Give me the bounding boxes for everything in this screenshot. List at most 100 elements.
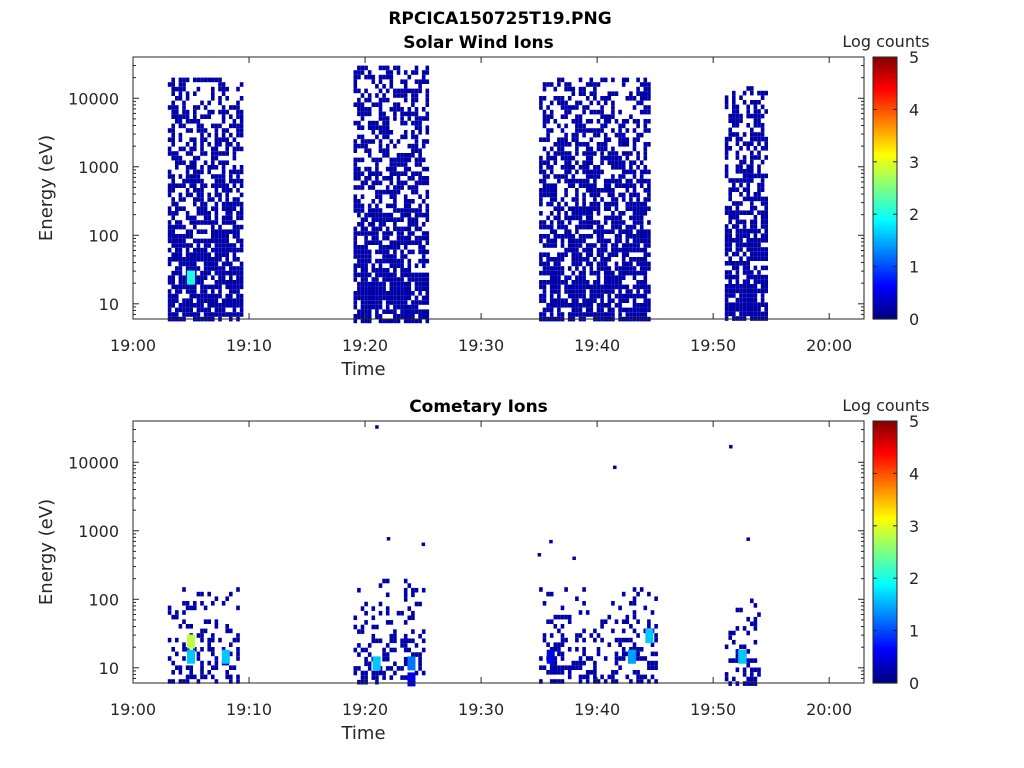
data-cell (621, 647, 626, 652)
data-cell (178, 224, 183, 230)
data-cell (647, 183, 651, 188)
data-cell (732, 104, 736, 110)
data-cell (203, 674, 208, 680)
data-cell (593, 679, 597, 684)
data-cell (421, 258, 426, 264)
colorbar-segment (873, 263, 897, 268)
data-cell (639, 270, 644, 276)
data-cell (367, 70, 372, 75)
data-cell (229, 220, 233, 225)
colorbar-segment (873, 515, 897, 519)
data-cell (229, 215, 233, 221)
data-cell (753, 242, 758, 248)
data-cell (567, 220, 572, 225)
colorbar-segment (873, 177, 897, 181)
data-cell (636, 656, 640, 661)
data-cell (636, 651, 640, 657)
data-cell (575, 289, 579, 294)
data-cell (200, 165, 204, 170)
data-cell (414, 318, 419, 324)
data-cell (589, 307, 594, 313)
data-cell (400, 675, 404, 680)
data-cell (760, 136, 765, 142)
data-cell (411, 102, 415, 107)
data-cell (193, 201, 197, 207)
data-cell (753, 224, 758, 229)
data-cell (371, 102, 376, 107)
data-cell (625, 238, 630, 244)
colorbar-segment (873, 447, 897, 451)
data-cell (585, 165, 590, 170)
data-cell (614, 183, 619, 188)
colorbar-segment (873, 117, 897, 121)
data-cell (553, 183, 558, 188)
data-cell (753, 288, 758, 294)
data-cell (211, 229, 215, 234)
data-cell (611, 298, 615, 303)
colorbar-segment (873, 93, 897, 97)
data-cell (578, 206, 583, 211)
data-cell (546, 215, 550, 221)
data-cell (757, 196, 761, 202)
x-tick-label: 19:40 (574, 700, 620, 719)
data-cell (589, 234, 594, 239)
data-cell (353, 194, 358, 199)
data-cell (411, 208, 415, 213)
data-cell (585, 224, 590, 230)
data-cell (225, 293, 229, 299)
data-cell (546, 642, 550, 647)
data-cell (614, 247, 619, 253)
data-cell (418, 633, 422, 639)
data-cell (167, 211, 172, 216)
data-cell (411, 314, 415, 319)
data-cell (218, 312, 222, 317)
data-cell (753, 293, 758, 298)
data-cell (375, 166, 379, 172)
data-cell (582, 132, 586, 138)
data-cell (739, 182, 743, 188)
data-cell (167, 307, 172, 313)
data-cell (557, 142, 561, 147)
data-cell (385, 134, 390, 140)
data-cell (193, 174, 197, 179)
data-cell (546, 261, 550, 267)
data-cell (389, 139, 394, 144)
colorbar-segment (873, 643, 897, 647)
data-cell (185, 211, 190, 216)
data-cell (735, 238, 740, 243)
data-cell (607, 119, 612, 124)
data-cell (232, 183, 237, 188)
data-cell (539, 105, 543, 110)
y-tick-label: 10 (99, 659, 119, 678)
data-cell (218, 280, 222, 285)
data-cell (557, 275, 561, 280)
data-cell (360, 249, 365, 255)
data-cell (425, 286, 430, 291)
data-cell (185, 114, 190, 119)
data-cell (393, 203, 397, 209)
data-cell (360, 295, 365, 301)
data-cell (632, 243, 637, 248)
data-cell (757, 182, 761, 188)
data-cell (175, 247, 179, 253)
data-cell (182, 303, 186, 308)
data-cell (389, 300, 394, 305)
data-cell (171, 197, 175, 202)
data-cell (382, 65, 386, 71)
data-cell (236, 656, 240, 661)
data-cell (654, 665, 658, 670)
data-cell (203, 619, 208, 624)
data-cell (564, 178, 568, 184)
data-cell (614, 178, 619, 184)
data-cell (557, 280, 561, 285)
data-cell (553, 234, 558, 239)
data-cell (357, 286, 361, 291)
data-cell (746, 256, 750, 261)
colorbar-tick-label: 5 (909, 48, 919, 67)
data-cell (207, 591, 211, 597)
data-cell (560, 312, 565, 317)
data-cell (221, 165, 226, 170)
y-tick-label: 1000 (78, 522, 119, 541)
data-cell (378, 670, 383, 676)
